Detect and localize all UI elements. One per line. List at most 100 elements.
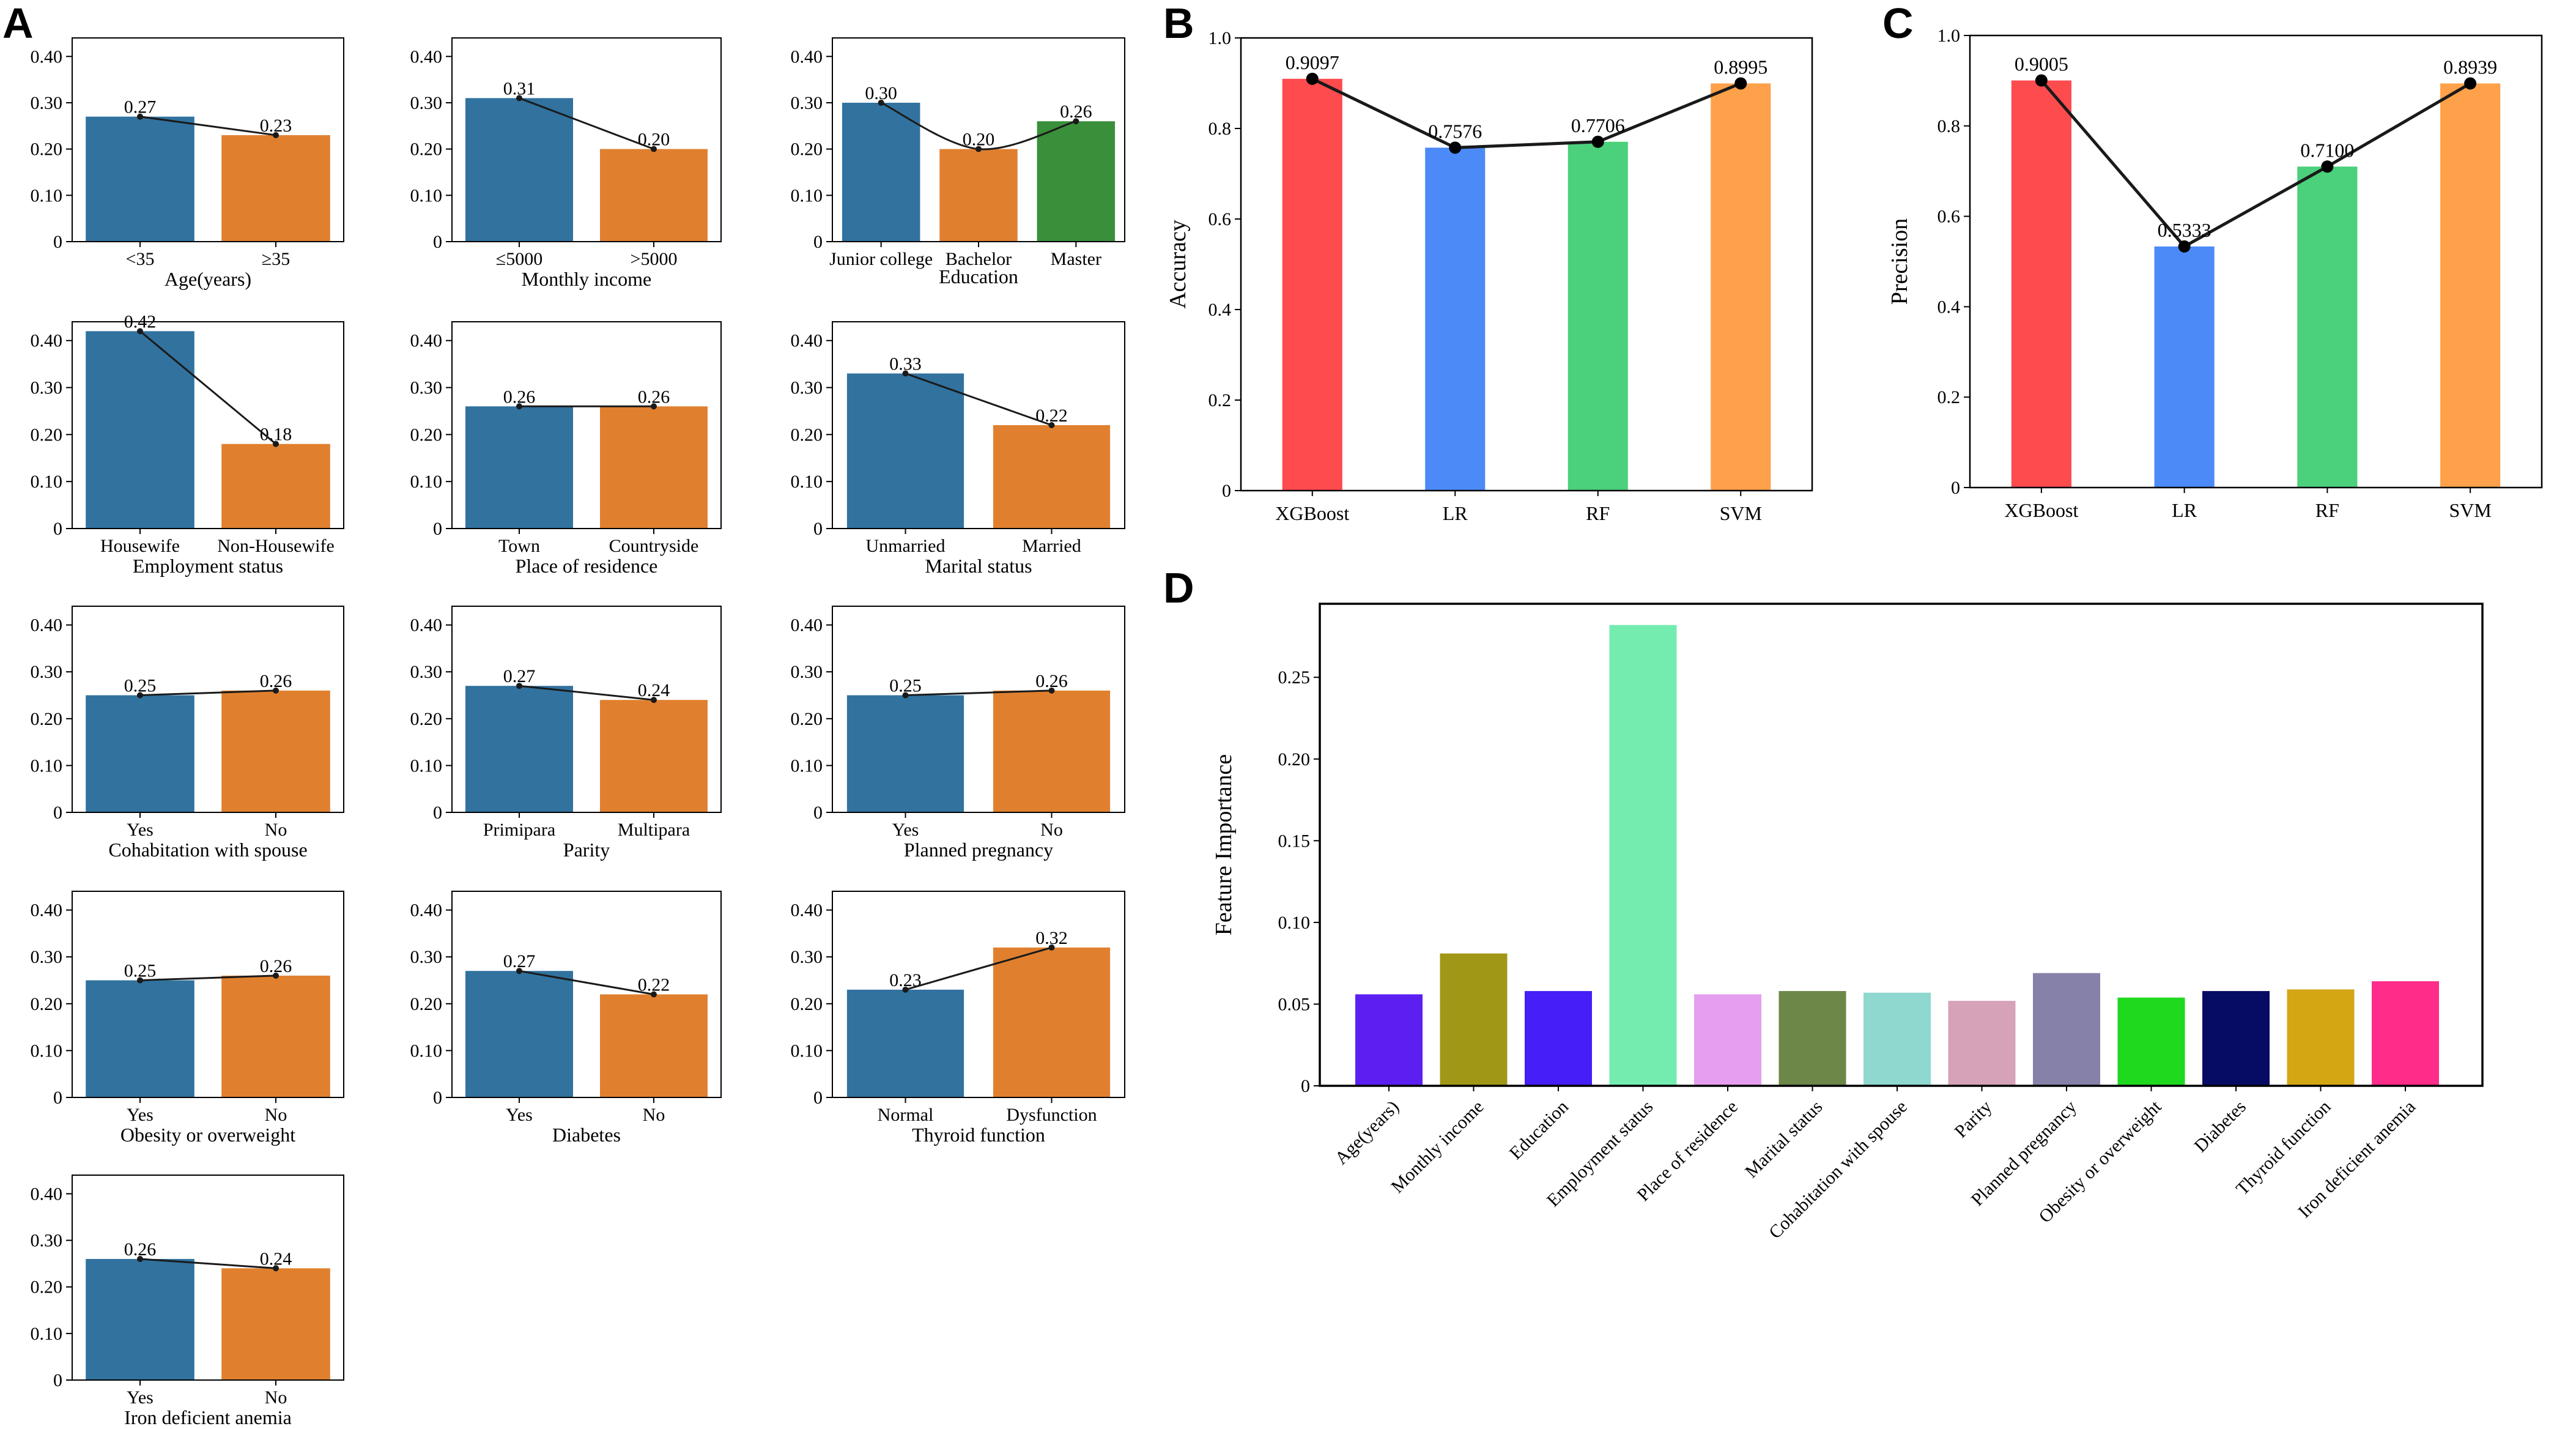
bar <box>2287 989 2355 1086</box>
y-tick-label: 0.40 <box>410 900 443 921</box>
panel-letter-b: B <box>1163 0 1194 47</box>
category-label: ≤5000 <box>496 249 542 269</box>
bar <box>221 444 330 529</box>
category-label: Monthly income <box>1387 1097 1487 1197</box>
trend-point <box>2321 160 2334 173</box>
trend-point <box>902 692 909 699</box>
category-label: Parity <box>1950 1097 1996 1142</box>
trend-line <box>139 116 276 136</box>
bar <box>2033 973 2100 1086</box>
trend-line <box>905 946 1052 991</box>
y-tick-label: 0.30 <box>31 378 63 398</box>
y-tick-label: 0 <box>813 1088 823 1108</box>
bar <box>993 425 1111 529</box>
trend-point <box>137 328 143 335</box>
y-tick-label: 0.40 <box>31 900 63 921</box>
category-label: Dysfunction <box>1006 1105 1097 1125</box>
panel-letter-d: D <box>1163 564 1194 612</box>
bar <box>86 116 194 242</box>
trend-point <box>2178 240 2191 253</box>
data-label: 0.7706 <box>1571 114 1625 136</box>
category-label: RF <box>2315 499 2339 521</box>
y-tick-label: 0 <box>1301 1076 1310 1096</box>
trend-point <box>137 1256 143 1263</box>
trend-point <box>902 986 909 993</box>
y-tick-label: 0.30 <box>410 662 443 682</box>
bar <box>846 695 964 812</box>
trend-line <box>1311 77 1742 149</box>
y-tick-label: 0.30 <box>31 93 63 113</box>
trend-point <box>975 146 982 152</box>
y-tick-label: 0.20 <box>791 994 823 1014</box>
y-tick-label: 0.30 <box>791 378 823 398</box>
axes-frame <box>72 1175 344 1381</box>
y-tick-label: 0.2 <box>1208 390 1232 410</box>
trend-line <box>519 970 654 995</box>
bar <box>2202 991 2270 1086</box>
trend-point <box>137 113 143 120</box>
y-tick-label: 0 <box>53 519 62 539</box>
y-tick-label: 0.40 <box>410 331 443 351</box>
y-tick-label: 0 <box>53 803 62 823</box>
y-tick-label: 0 <box>813 519 823 539</box>
x-axis-title: Parity <box>563 839 610 861</box>
y-tick-label: 0.10 <box>410 1041 443 1061</box>
bar <box>600 149 708 242</box>
chart-b: 0 0.2 0.4 0.6 0.8 1.0 XGBoost LR RF SVM 0.9097 0.75… <box>1165 28 1813 524</box>
charts-layer: 00.100.200.300.400.27<350.23≥35Age(years… <box>31 26 2543 1428</box>
bar <box>221 135 330 242</box>
y-tick-label: 0.15 <box>1278 831 1311 851</box>
y-axis-title: Precision <box>1887 218 1912 305</box>
axes-frame <box>451 891 722 1098</box>
category-label: SVM <box>1720 502 1762 524</box>
trend-point <box>2035 74 2048 87</box>
bar <box>465 686 573 812</box>
y-tick-label: 0.10 <box>410 185 443 206</box>
y-tick-label: 0.4 <box>1208 300 1232 320</box>
trend-point <box>2464 77 2477 90</box>
y-axis-title: Accuracy <box>1165 220 1191 309</box>
y-axis-title: Feature Importance <box>1211 754 1237 935</box>
category-label: LR <box>1443 502 1468 524</box>
trend-line <box>139 689 276 697</box>
y-tick-label: 0.10 <box>31 1041 63 1061</box>
bar <box>600 994 708 1097</box>
bar <box>993 690 1111 812</box>
axes-frame <box>1240 37 1813 492</box>
y-tick-label: 0.30 <box>791 947 823 967</box>
y-tick-label: 0.30 <box>31 662 63 682</box>
chart-c: 0 0.2 0.4 0.6 0.8 1.0 XGBoost LR RF SVM 0.9005 0.53… <box>1887 26 2543 521</box>
axes-frame <box>1319 603 2484 1087</box>
bar <box>2154 246 2215 488</box>
category-label: No <box>1040 820 1063 840</box>
bar <box>86 331 194 529</box>
axes-frame <box>832 321 1125 529</box>
axes-frame <box>451 37 722 242</box>
axes-frame <box>832 37 1125 242</box>
x-axis-title: Place of residence <box>516 555 658 577</box>
trend-point <box>273 440 279 447</box>
category-label: LR <box>2172 499 2197 521</box>
y-tick-label: 0.20 <box>410 425 443 445</box>
data-label: 0.7576 <box>1428 120 1482 142</box>
bar <box>1355 994 1423 1086</box>
y-tick-label: 0.6 <box>1938 207 1961 227</box>
bar <box>1609 625 1677 1086</box>
bar <box>1525 991 1592 1086</box>
category-label: Non-Housewife <box>217 536 335 556</box>
category-label: Master <box>1051 249 1101 269</box>
y-tick-label: 0 <box>53 1088 62 1108</box>
bar <box>1864 992 1931 1086</box>
data-label: 0.8939 <box>2443 56 2497 78</box>
y-tick-label: 0.20 <box>791 139 823 160</box>
y-tick-label: 0 <box>433 803 442 823</box>
category-label: Age(years) <box>1331 1097 1403 1169</box>
trend-point <box>1073 118 1079 125</box>
bar <box>86 695 194 812</box>
y-tick-label: 0 <box>1951 478 1960 498</box>
trend-point <box>273 1265 279 1272</box>
bar <box>1282 78 1342 491</box>
